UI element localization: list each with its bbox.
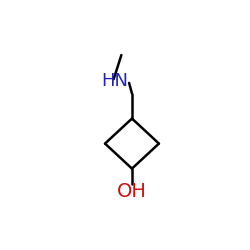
- Text: OH: OH: [117, 182, 147, 201]
- Text: HN: HN: [101, 72, 128, 90]
